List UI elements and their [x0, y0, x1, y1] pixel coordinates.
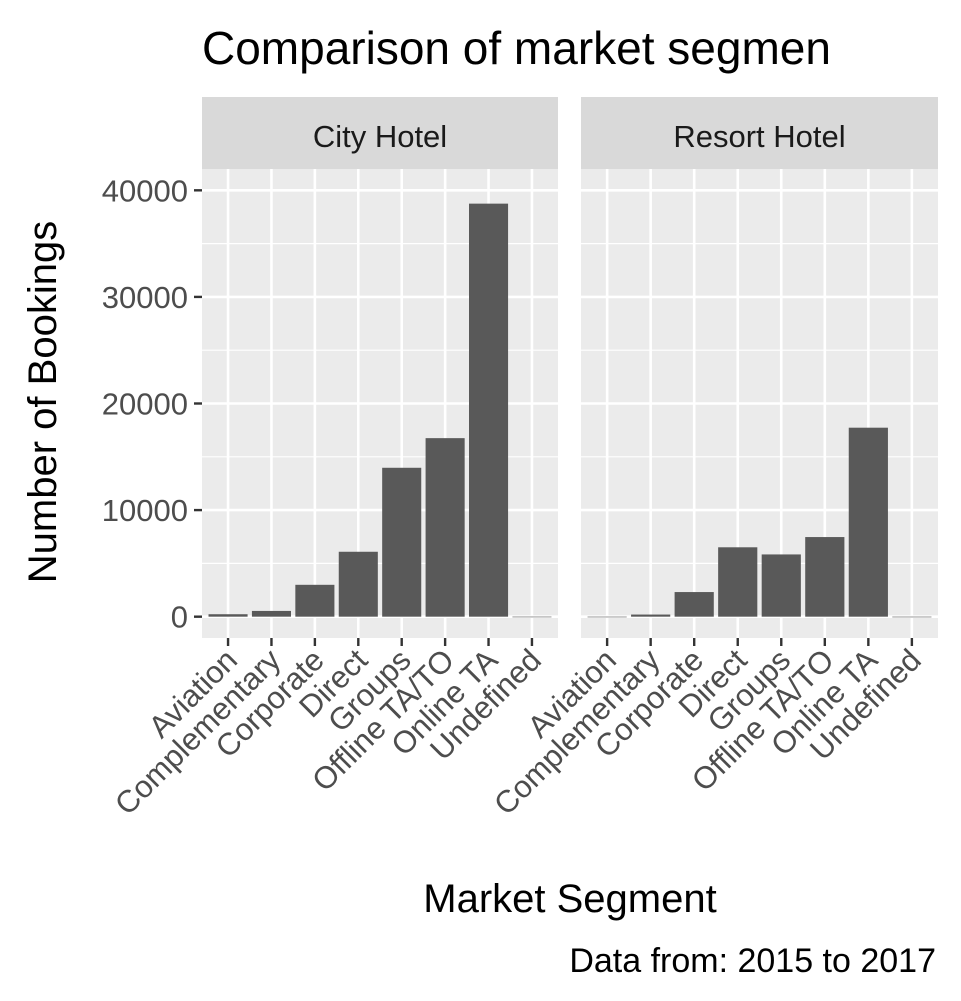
bar	[805, 537, 845, 617]
facet-strip-label: City Hotel	[313, 119, 447, 154]
bar	[848, 427, 888, 617]
y-tick-label: 20000	[102, 387, 188, 422]
y-tick-label: 10000	[102, 493, 188, 528]
bar	[208, 614, 248, 617]
y-axis-title: Number of Bookings	[21, 221, 65, 583]
y-tick-label: 0	[171, 600, 188, 635]
bar	[587, 616, 627, 618]
bar	[251, 610, 291, 617]
bar	[469, 203, 509, 617]
bar	[512, 616, 552, 618]
bar	[892, 616, 932, 618]
facet-strip-label: Resort Hotel	[673, 119, 845, 154]
bar	[295, 584, 335, 617]
bar	[761, 554, 801, 617]
bar	[631, 614, 671, 617]
chart-caption: Data from: 2015 to 2017	[569, 942, 936, 980]
bar	[718, 547, 758, 617]
y-tick-label: 30000	[102, 280, 188, 315]
plot-area: City HotelAviationComplementaryCorporate…	[102, 97, 938, 822]
facet-strip	[581, 97, 938, 169]
bar	[382, 467, 422, 617]
bar	[674, 592, 714, 617]
x-axis-title: Market Segment	[423, 877, 716, 921]
facet-strip	[202, 97, 558, 169]
bar	[425, 438, 465, 617]
bar	[338, 551, 378, 617]
y-tick-label: 40000	[102, 173, 188, 208]
chart-title: Comparison of market segmen	[202, 22, 831, 74]
